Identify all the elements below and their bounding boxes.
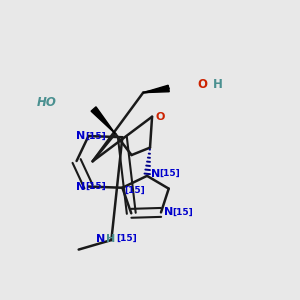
Text: N: N	[76, 131, 85, 141]
Polygon shape	[91, 107, 115, 134]
Text: [15]: [15]	[85, 131, 106, 140]
Text: N: N	[96, 234, 105, 244]
Text: H: H	[106, 234, 115, 244]
Text: N: N	[151, 169, 160, 179]
Text: H: H	[212, 77, 222, 91]
Text: N: N	[164, 207, 173, 218]
Text: [15]: [15]	[172, 208, 193, 217]
Text: O: O	[155, 112, 164, 122]
Text: O: O	[198, 77, 208, 91]
Text: [15]: [15]	[85, 182, 106, 191]
Text: N: N	[76, 182, 85, 192]
Text: [15]: [15]	[117, 234, 137, 243]
Polygon shape	[143, 85, 169, 93]
Text: [15]: [15]	[159, 169, 180, 178]
Text: [15]: [15]	[125, 186, 146, 195]
Text: HO: HO	[37, 96, 57, 109]
